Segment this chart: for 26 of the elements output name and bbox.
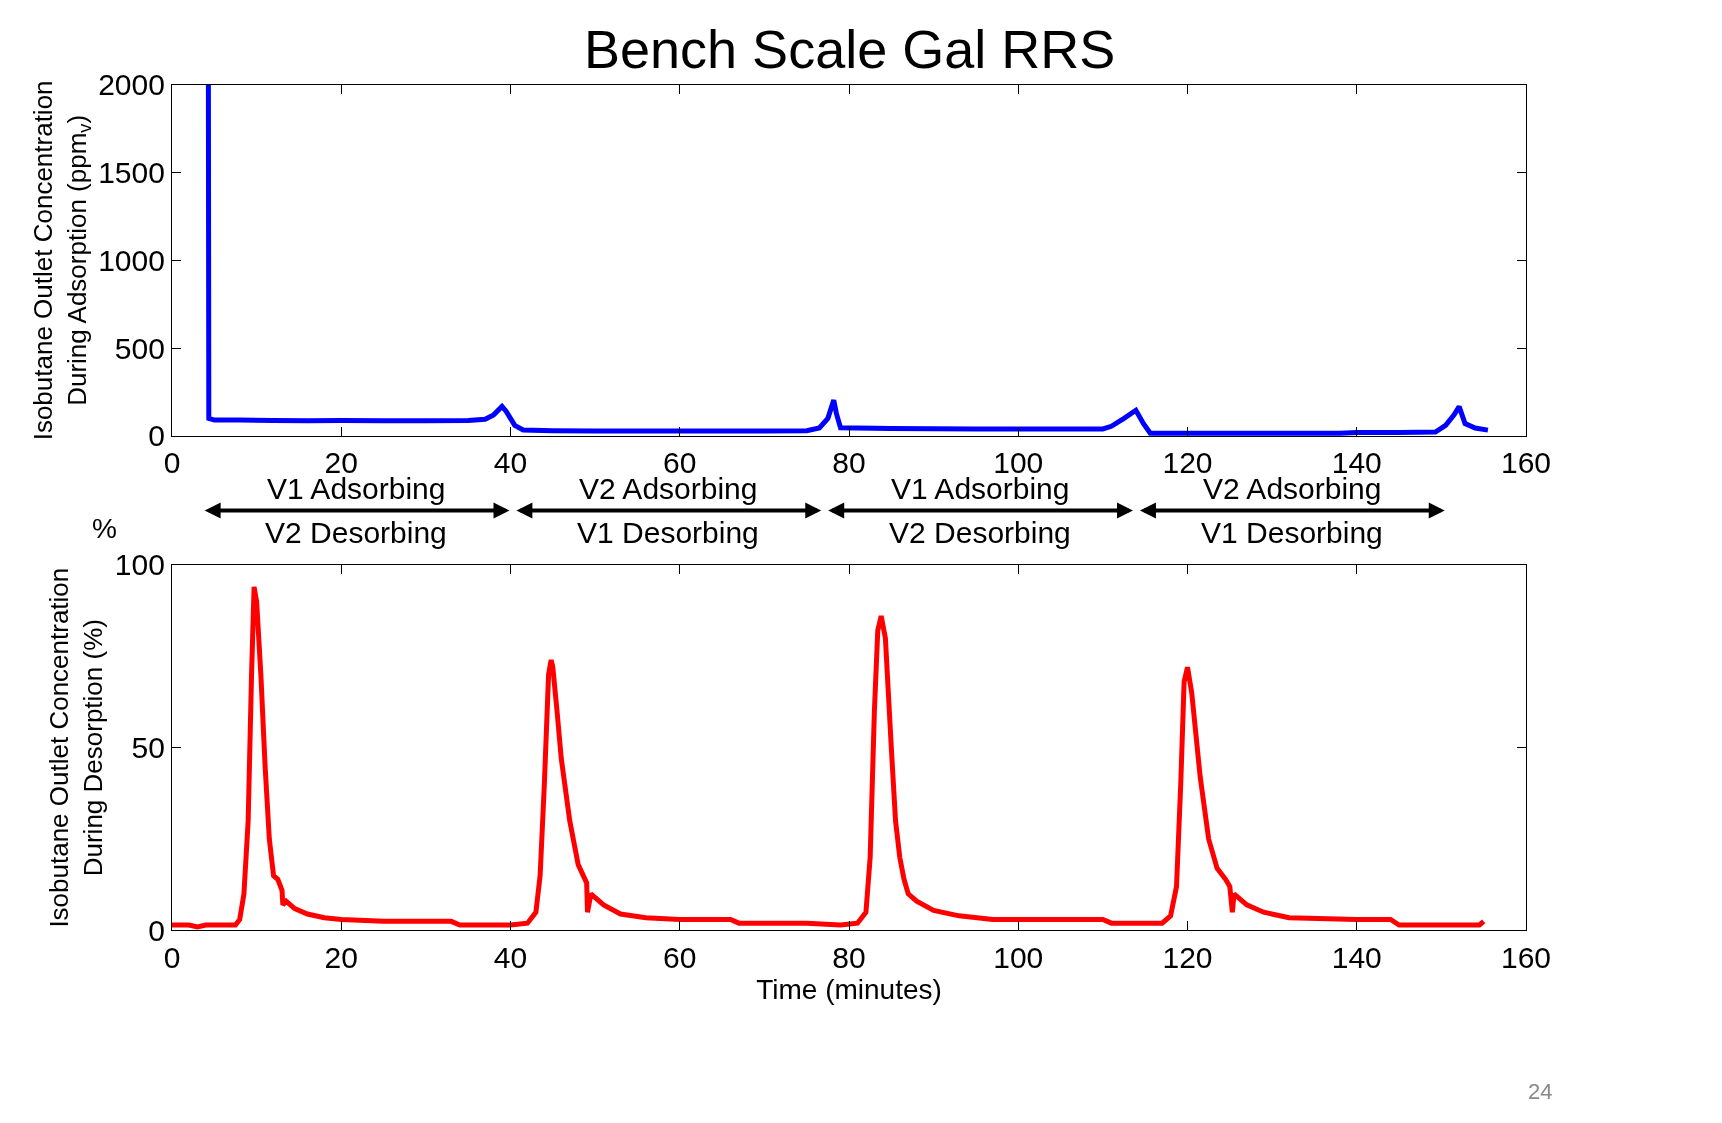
x-tick-label: 120 [1162, 940, 1213, 974]
x-tick-label: 160 [1500, 446, 1552, 480]
x-tick-label: 80 [832, 940, 866, 974]
y-tick-label: 0 [148, 913, 165, 947]
y-tick-label: 500 [114, 331, 165, 365]
y-tick-label: 0 [148, 419, 165, 453]
x-tick-label: 140 [1331, 940, 1382, 974]
text: V1 Adsorbing V2 Desorbing [265, 472, 447, 549]
x-tick-label: 60 [663, 940, 697, 974]
text: 24 [1528, 1079, 1553, 1104]
y-tick-label: 100 [114, 548, 165, 582]
text: V1 Adsorbing V2 Desorbing [889, 472, 1071, 549]
x-tick-label: 20 [324, 940, 358, 974]
x-axis-title: Time (minutes) [756, 973, 942, 1005]
chart-title: Bench Scale Gal RRS [584, 19, 1116, 79]
x-tick-label: 40 [493, 446, 528, 480]
y-tick-label: 50 [131, 731, 165, 765]
y-tick-label: 1500 [98, 156, 165, 190]
y-axis-title: Isobutane Outlet Concentration During Desorption (%) [44, 567, 109, 928]
x-tick-label: 40 [493, 940, 528, 974]
text: % [92, 513, 117, 544]
x-tick-label: 160 [1500, 940, 1552, 974]
x-tick-label: 80 [832, 446, 866, 480]
y-tick-label: 1000 [98, 243, 165, 277]
x-tick-label: 100 [993, 940, 1044, 974]
y-tick-label: 2000 [98, 68, 165, 102]
